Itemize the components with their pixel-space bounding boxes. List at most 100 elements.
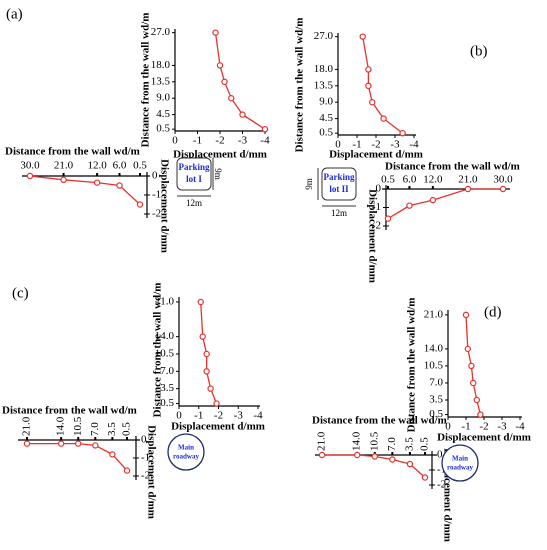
y-tick-label: -1 xyxy=(152,189,161,201)
point xyxy=(468,362,475,370)
x-axis-label: Distance from the wall wd/m xyxy=(5,146,140,158)
annotation: 9m xyxy=(304,178,314,190)
x-tick-label: 12.0 xyxy=(423,174,443,186)
x-tick-label: 0 xyxy=(445,421,451,433)
x-tick-label: 14.0 xyxy=(351,431,363,451)
x-tick-label: 0.5 xyxy=(419,437,431,451)
y-tick-label: 3.5 xyxy=(429,394,443,406)
x-axis-label: Distance from the wall wd/m xyxy=(2,405,137,417)
point xyxy=(136,201,144,208)
x-tick-label: 21.0 xyxy=(21,416,33,436)
annotation: Parking xyxy=(178,162,210,172)
point xyxy=(203,350,210,358)
point xyxy=(429,196,437,204)
y-tick-label: 18.0 xyxy=(151,59,171,71)
x-tick-label: 0.5 xyxy=(121,422,133,436)
x-tick-label: -3 xyxy=(234,410,244,422)
x-tick-label: 30.0 xyxy=(20,160,40,172)
y-tick-label: 0.5 xyxy=(160,397,174,409)
y-axis-label: Distance from the wall wd/m xyxy=(152,283,164,418)
y-tick-label: 9.0 xyxy=(319,96,333,108)
x-tick-label: 3.5 xyxy=(403,437,415,451)
point xyxy=(318,451,326,459)
point xyxy=(207,385,214,392)
y-tick-label: 13.5 xyxy=(151,75,171,87)
point xyxy=(203,368,210,375)
x-tick-label: -1 xyxy=(352,139,361,151)
line xyxy=(362,36,403,134)
y-tick-label: 14.0 xyxy=(155,330,175,342)
y-axis-label: Displacement d/mm xyxy=(366,189,378,283)
x-tick-label: 30.0 xyxy=(493,174,513,186)
annotation: lot II xyxy=(329,184,349,194)
y-tick-label: 21.0 xyxy=(424,308,444,320)
point xyxy=(371,453,378,460)
x-tick-label: 7.0 xyxy=(386,437,398,451)
x-tick-label: 0 xyxy=(172,135,178,147)
x-tick-label: 0.5 xyxy=(133,160,147,172)
annotation: Parking xyxy=(323,172,355,182)
y-axis-label: Distance from the wall wd/m xyxy=(140,13,152,148)
annotation: roadway xyxy=(447,464,473,472)
x-tick-label: -2 xyxy=(214,410,223,422)
x-tick-label: -1 xyxy=(461,421,470,433)
roadway-icon xyxy=(441,444,479,482)
point xyxy=(109,451,116,458)
y-tick-label: -2 xyxy=(152,208,161,220)
x-tick-label: 21.0 xyxy=(316,431,328,451)
chart: (a)27.018.013.59.04.50.50 -1 -2 -3 -4Displac… xyxy=(6,6,270,160)
point xyxy=(213,400,220,407)
point xyxy=(57,440,65,447)
point xyxy=(239,111,246,118)
chart: 0 -1 -2 30.0 21.0 12.0 6.0 0.5 Distance from the… xyxy=(5,146,223,253)
point xyxy=(477,411,484,418)
y-tick-label: -2 xyxy=(372,220,381,232)
y-tick-label: 13.5 xyxy=(314,79,334,91)
panel-label: (c) xyxy=(12,285,29,301)
x-axis-label: Displacement d/mm xyxy=(171,421,265,433)
point xyxy=(365,82,372,90)
y-tick-label: 0 xyxy=(376,183,382,195)
x-axis-label: Distance from the wall wd/m xyxy=(312,415,447,427)
x-tick-label: -2 xyxy=(215,135,224,147)
panel-label: (d) xyxy=(484,304,502,320)
point xyxy=(212,29,219,36)
y-tick-label: -1 xyxy=(437,464,446,476)
point xyxy=(369,99,376,106)
y-tick-label: 10.5 xyxy=(155,348,175,360)
y-tick-label: 14.0 xyxy=(424,342,444,354)
x-tick-label: 21.0 xyxy=(54,160,74,172)
point xyxy=(406,460,414,468)
y-axis-label: Displacement d/mm xyxy=(158,159,170,253)
line xyxy=(322,454,426,478)
x-axis-label: Displacement d/mm xyxy=(329,149,423,161)
point xyxy=(123,467,131,474)
point xyxy=(365,66,372,73)
x-tick-label: 10.5 xyxy=(72,416,84,436)
x-axis-label: Distance from the wall wd/m xyxy=(385,161,520,173)
x-tick-label: -4 xyxy=(260,135,270,147)
y-tick-label: 4.5 xyxy=(156,108,170,120)
y-axis-label: Displacement d/mm xyxy=(145,425,157,519)
x-tick-label: -2 xyxy=(371,139,380,151)
point xyxy=(116,182,123,189)
point xyxy=(384,215,392,222)
x-tick-label: -1 xyxy=(194,410,203,422)
x-axis-label: Displacement d/mm xyxy=(437,432,531,444)
chart: (b) 27.0 18.0 13.5 9.0 4.5 0.50 -1 -2 -3 -4Displac… xyxy=(294,18,488,161)
annotation: 9m xyxy=(213,168,223,180)
point xyxy=(75,440,82,447)
y-axis-label: Distance from the wall wd/m xyxy=(406,298,418,433)
point xyxy=(389,456,396,463)
x-tick-label: 0 xyxy=(176,410,182,422)
point xyxy=(464,185,472,193)
x-tick-label: 10.5 xyxy=(368,431,380,451)
y-tick-label: 0 xyxy=(141,434,147,446)
point xyxy=(199,333,206,340)
annotation: roadway xyxy=(173,453,199,461)
parking-lot xyxy=(176,157,212,191)
point xyxy=(399,129,406,137)
x-tick-label: 0.5 xyxy=(381,174,395,186)
y-axis-label: Distance from the wall wd/m xyxy=(294,18,306,153)
